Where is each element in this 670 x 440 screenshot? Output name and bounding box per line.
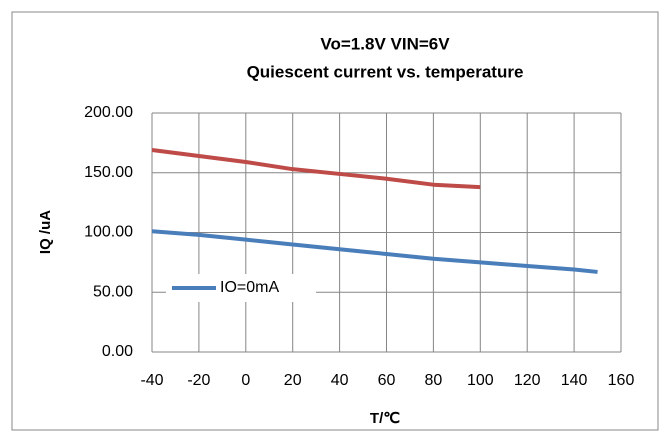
x-tick-label: 160 xyxy=(608,372,635,389)
series-line xyxy=(151,229,598,274)
x-tick-label: 40 xyxy=(331,372,349,389)
legend-label: IO=0mA xyxy=(220,279,279,296)
x-tick-label: -40 xyxy=(140,372,163,389)
x-tick-label: 60 xyxy=(378,372,396,389)
x-tick-label: 80 xyxy=(425,372,443,389)
chart-title: Vo=1.8V VIN=6V xyxy=(320,34,450,53)
x-tick-label: 20 xyxy=(284,372,302,389)
y-tick-label: 100.00 xyxy=(84,224,133,241)
y-tick-label: 0.00 xyxy=(102,343,133,360)
chart-subtitle: Quiescent current vs. temperature xyxy=(247,62,524,81)
x-tick-label: 100 xyxy=(467,372,494,389)
y-tick-label: 200.00 xyxy=(84,104,133,121)
chart-border xyxy=(11,11,659,431)
series-line xyxy=(151,148,481,190)
x-tick-label: 120 xyxy=(514,372,541,389)
y-tick-label: 50.00 xyxy=(93,283,133,300)
x-tick-label: -20 xyxy=(187,372,210,389)
y-axis-label: IQ /uA xyxy=(37,210,54,254)
y-tick-label: 150.00 xyxy=(84,164,133,181)
x-tick-label: 140 xyxy=(561,372,588,389)
x-axis-label: T/℃ xyxy=(370,410,400,427)
x-tick-label: 0 xyxy=(241,372,250,389)
